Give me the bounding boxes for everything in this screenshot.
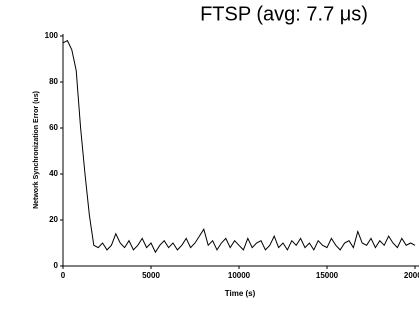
data-line bbox=[62, 39, 416, 254]
x-tick-label: 15000 bbox=[316, 271, 339, 280]
y-tick-label: 60 bbox=[49, 123, 58, 132]
y-tick-label: 0 bbox=[54, 261, 59, 270]
y-tick-label: 40 bbox=[49, 169, 58, 178]
y-tick-label: 100 bbox=[45, 31, 59, 40]
chart-title: FTSP (avg: 7.7 μs) bbox=[200, 3, 368, 25]
x-tick-label: 10000 bbox=[228, 271, 251, 280]
y-axis-label: Network Synchronization Error (us) bbox=[33, 91, 40, 209]
y-tick-label: 80 bbox=[49, 77, 58, 86]
x-tick-label: 5000 bbox=[142, 271, 160, 280]
x-axis-label: Time (s) bbox=[225, 289, 256, 298]
x-tick-label: 20000 bbox=[404, 271, 419, 280]
y-tick-label: 20 bbox=[49, 215, 58, 224]
x-tick-label: 0 bbox=[61, 271, 66, 280]
